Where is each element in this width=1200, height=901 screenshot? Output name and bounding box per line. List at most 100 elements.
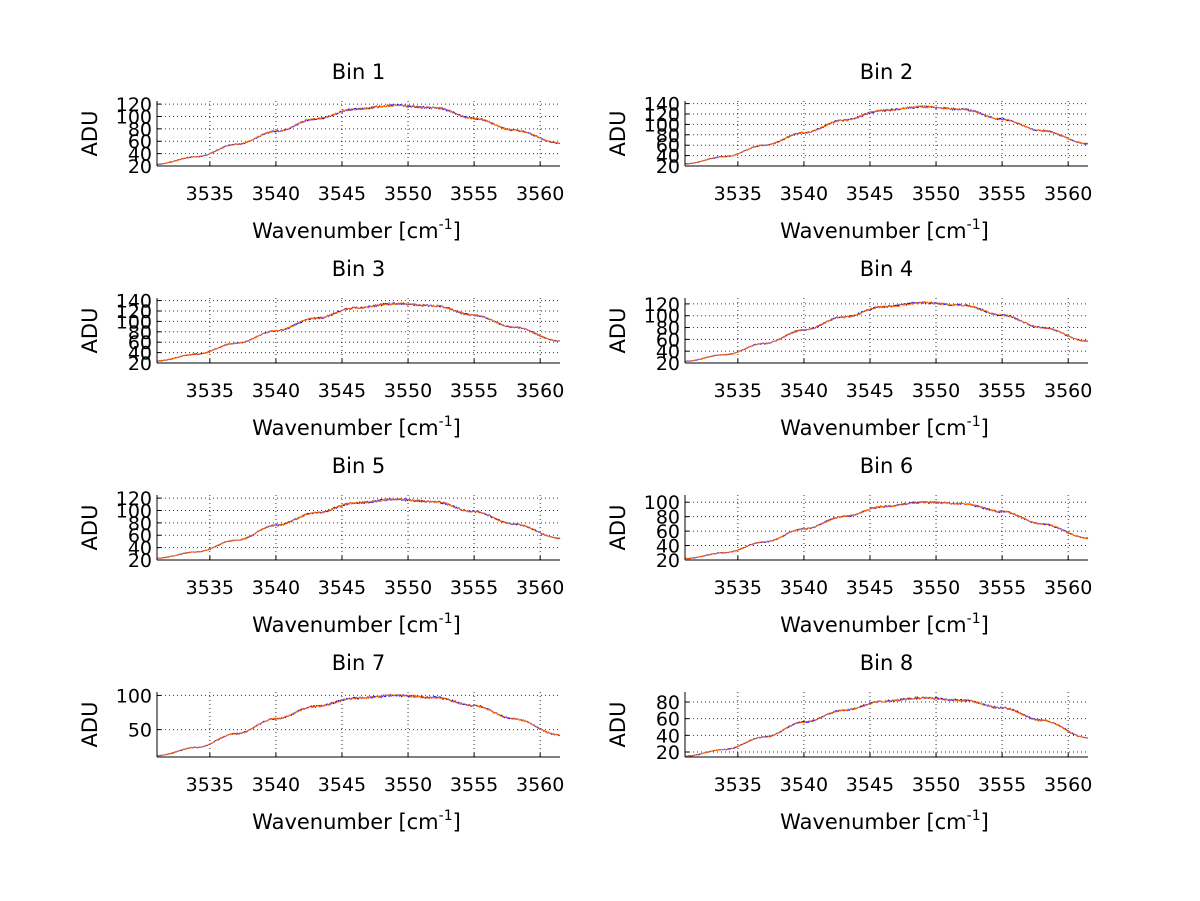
y-tick-label: 50 — [128, 720, 152, 742]
plot-area — [685, 101, 1088, 166]
y-tick-label: 120 — [116, 488, 152, 510]
x-axis-label-end: ] — [981, 613, 989, 637]
y-tick-label: 40 — [128, 144, 152, 166]
x-tick-label: 3545 — [846, 774, 894, 796]
plot-area — [157, 495, 560, 560]
x-tick-label: 3545 — [318, 183, 366, 205]
subplot-bin-7: Bin 7 3535 3540 3545 3550 3555 3560 50 100 ADU Wav… — [78, 651, 564, 834]
subplot-bin-5: Bin 5 3535 3540 3545 3550 3555 3560 20406080100… — [78, 454, 564, 637]
y-tick-label: 80 — [656, 507, 680, 529]
x-tick-label: 3535 — [186, 380, 234, 402]
x-axis-label-end: ] — [453, 219, 461, 243]
x-tick-label: 3560 — [1044, 774, 1092, 796]
y-tick-label: 40 — [128, 538, 152, 560]
subplot-title: Bin 8 — [860, 651, 914, 675]
y-tick-label: 120 — [644, 104, 680, 126]
y-tick-label: 100 — [116, 106, 152, 128]
subplot-bin-6: Bin 6 3535 3540 3545 3550 3555 3560 20406080100… — [606, 454, 1092, 637]
y-tick-label: 80 — [656, 318, 680, 340]
x-axis-label-main: Wavenumber [cm — [780, 416, 966, 440]
x-tick-label: 3550 — [384, 183, 432, 205]
y-axis-label: ADU — [606, 505, 630, 551]
y-tick-label: 120 — [644, 294, 680, 316]
series-line-2 — [684, 500, 1089, 560]
y-tick-label: 80 — [128, 119, 152, 141]
y-tick-label: 120 — [116, 94, 152, 116]
x-tick-label: 3560 — [516, 380, 564, 402]
x-tick-label: 3555 — [450, 577, 498, 599]
x-tick-label: 3540 — [252, 380, 300, 402]
y-tick-label: 20 — [128, 156, 152, 178]
series-line-2 — [156, 103, 561, 165]
x-tick-label: 3545 — [318, 380, 366, 402]
x-axis-label-superscript: -1 — [439, 217, 453, 233]
x-tick-label: 3560 — [516, 577, 564, 599]
x-tick-label: 3545 — [846, 183, 894, 205]
x-tick-label: 3560 — [1044, 183, 1092, 205]
y-tick-label: 60 — [656, 329, 680, 351]
y-tick-label: 40 — [656, 146, 680, 168]
y-tick-label: 100 — [116, 500, 152, 522]
x-tick-label: 3555 — [978, 380, 1026, 402]
y-tick-label: 140 — [116, 291, 152, 313]
x-tick-label: 3545 — [318, 774, 366, 796]
subplot-title: Bin 7 — [332, 651, 386, 675]
x-tick-label: 3535 — [714, 380, 762, 402]
x-tick-label: 3555 — [978, 577, 1026, 599]
x-axis-label-superscript: -1 — [439, 611, 453, 627]
series-line-2 — [684, 696, 1089, 757]
series-line-1 — [156, 103, 561, 165]
x-axis-label-main: Wavenumber [cm — [780, 613, 966, 637]
y-axis-label: ADU — [78, 702, 102, 748]
y-axis-label: ADU — [78, 505, 102, 551]
y-axis-label: ADU — [78, 111, 102, 157]
x-tick-label: 3545 — [846, 380, 894, 402]
plot-area — [157, 692, 560, 757]
x-tick-label: 3540 — [780, 183, 828, 205]
x-axis-label: Wavenumber [cm-1] — [780, 808, 989, 834]
y-axis-label: ADU — [606, 702, 630, 748]
x-tick-label: 3540 — [252, 774, 300, 796]
x-tick-label: 3560 — [1044, 380, 1092, 402]
subplot-title: Bin 5 — [332, 454, 386, 478]
x-tick-label: 3555 — [978, 774, 1026, 796]
plot-area — [685, 495, 1088, 560]
x-tick-label: 3550 — [384, 380, 432, 402]
y-tick-label: 60 — [128, 131, 152, 153]
x-tick-label: 3535 — [186, 774, 234, 796]
y-tick-label: 20 — [128, 353, 152, 375]
y-tick-label: 100 — [644, 492, 680, 514]
x-tick-label: 3535 — [714, 774, 762, 796]
x-tick-label: 3560 — [516, 183, 564, 205]
y-tick-label: 80 — [128, 322, 152, 344]
y-tick-label: 40 — [656, 536, 680, 558]
plot-area — [685, 692, 1088, 757]
subplot-bin-2: Bin 2 3535 3540 3545 3550 3555 3560 20406080100… — [606, 60, 1092, 243]
x-axis-label-superscript: -1 — [439, 414, 453, 430]
x-tick-label: 3535 — [714, 183, 762, 205]
y-tick-label: 100 — [116, 685, 152, 707]
x-tick-label: 3560 — [516, 774, 564, 796]
x-axis-label-main: Wavenumber [cm — [780, 810, 966, 834]
x-tick-label: 3550 — [384, 577, 432, 599]
x-tick-label: 3550 — [912, 380, 960, 402]
y-tick-label: 80 — [656, 692, 680, 714]
y-tick-label: 120 — [116, 301, 152, 323]
y-tick-label: 80 — [128, 513, 152, 535]
y-tick-label: 140 — [644, 94, 680, 116]
y-axis-label: ADU — [78, 308, 102, 354]
subplot-bin-4: Bin 4 3535 3540 3545 3550 3555 3560 20406080100… — [606, 257, 1092, 440]
x-axis-label-main: Wavenumber [cm — [252, 219, 438, 243]
x-tick-label: 3550 — [912, 774, 960, 796]
x-axis-label-superscript: -1 — [967, 611, 981, 627]
y-tick-label: 60 — [656, 135, 680, 157]
x-axis-label-main: Wavenumber [cm — [252, 810, 438, 834]
x-axis-label: Wavenumber [cm-1] — [252, 414, 461, 440]
y-tick-label: 60 — [656, 709, 680, 731]
x-tick-label: 3555 — [450, 774, 498, 796]
x-axis-label: Wavenumber [cm-1] — [252, 808, 461, 834]
subplot-title: Bin 6 — [860, 454, 914, 478]
series-line-2 — [156, 497, 561, 559]
